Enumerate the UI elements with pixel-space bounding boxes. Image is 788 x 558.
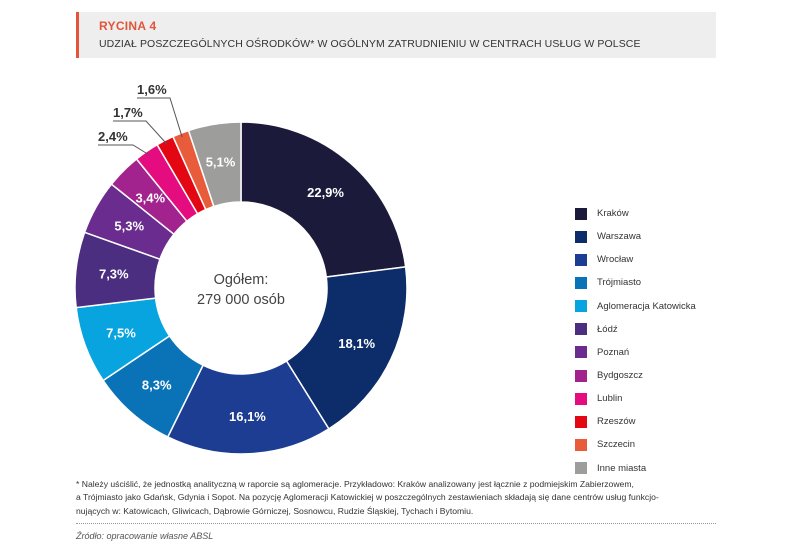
data-label-9: 1,7% — [113, 105, 143, 120]
data-label-0: 22,9% — [307, 185, 344, 200]
legend-label: Lublin — [597, 393, 623, 405]
legend-item: Inne miasta — [575, 457, 765, 480]
slice-11 — [187, 121, 242, 208]
legend-swatch — [575, 253, 587, 266]
legend-item: Warszawa — [575, 225, 765, 248]
legend-item: Wrocław — [575, 248, 765, 271]
legend-label: Szczecin — [597, 439, 636, 451]
figure-header: RYCINA 4 UDZIAŁ POSZCZEGÓLNYCH OŚRODKÓW*… — [76, 12, 716, 58]
legend-label: Inne miasta — [597, 462, 647, 474]
legend-item: Aglomeracja Katowicka — [575, 295, 765, 318]
legend-swatch — [575, 415, 587, 428]
data-label-10: 1,6% — [137, 82, 167, 97]
legend-swatch — [575, 369, 587, 382]
figure-title: UDZIAŁ POSZCZEGÓLNYCH OŚRODKÓW* W OGÓLNY… — [99, 38, 641, 50]
legend-item: Kraków — [575, 202, 765, 225]
slice-0 — [240, 121, 407, 278]
legend-swatch — [575, 462, 587, 475]
data-label-3: 8,3% — [142, 377, 172, 392]
chart-legend: Kraków Warszawa Wrocław Trójmiasto Aglomerac… — [575, 202, 765, 480]
legend-label: Wrocław — [597, 254, 634, 266]
legend-swatch — [575, 346, 587, 359]
legend-item: Trójmiasto — [575, 271, 765, 294]
legend-swatch — [575, 323, 587, 336]
legend-swatch — [575, 276, 587, 289]
center-label-line: Ogółem: — [214, 272, 269, 288]
footnote: * Należy uściślić, że jednostką analityc… — [76, 478, 716, 518]
data-label-11: 5,1% — [206, 155, 236, 170]
legend-item: Rzeszów — [575, 410, 765, 433]
callout-line-10 — [137, 97, 183, 138]
data-label-5: 7,3% — [99, 267, 129, 282]
legend-label: Bydgoszcz — [597, 370, 643, 382]
legend-item: Łódź — [575, 318, 765, 341]
legend-label: Warszawa — [597, 231, 641, 243]
data-label-1: 18,1% — [338, 336, 375, 351]
legend-label: Kraków — [597, 208, 629, 220]
data-label-6: 5,3% — [114, 219, 144, 234]
figure-label: RYCINA 4 — [99, 19, 157, 33]
footnote-line: * Należy uściślić, że jednostką analityc… — [76, 479, 634, 489]
legend-item: Szczecin — [575, 433, 765, 456]
legend-swatch — [575, 207, 587, 220]
data-label-7: 3,4% — [135, 191, 165, 206]
legend-item: Bydgoszcz — [575, 364, 765, 387]
legend-label: Poznań — [597, 346, 630, 358]
legend-item: Lublin — [575, 387, 765, 410]
legend-swatch — [575, 392, 587, 405]
center-label-line: 279 000 osób — [197, 292, 285, 308]
data-label-4: 7,5% — [106, 325, 136, 340]
legend-label: Aglomeracja Katowicka — [597, 300, 696, 312]
legend-label: Trójmiasto — [597, 277, 641, 289]
slice-1 — [285, 266, 408, 430]
legend-label: Łódź — [597, 323, 618, 335]
source-note: Źródło: opracowanie własne ABSL — [76, 531, 214, 541]
callout-line-9 — [113, 120, 168, 145]
legend-swatch — [575, 438, 587, 451]
legend-item: Poznań — [575, 341, 765, 364]
divider — [76, 523, 716, 524]
data-label-2: 16,1% — [229, 409, 266, 424]
legend-swatch — [575, 230, 587, 243]
footnote-line: nujących w: Katowicach, Gliwicach, Dąbro… — [76, 505, 474, 516]
footnote-line: a Trójmiasto jako Gdańsk, Gdynia i Sopot… — [76, 492, 659, 503]
legend-swatch — [575, 300, 587, 313]
callout-line-8 — [98, 144, 150, 156]
legend-label: Rzeszów — [597, 416, 636, 428]
data-label-8: 2,4% — [98, 129, 128, 144]
